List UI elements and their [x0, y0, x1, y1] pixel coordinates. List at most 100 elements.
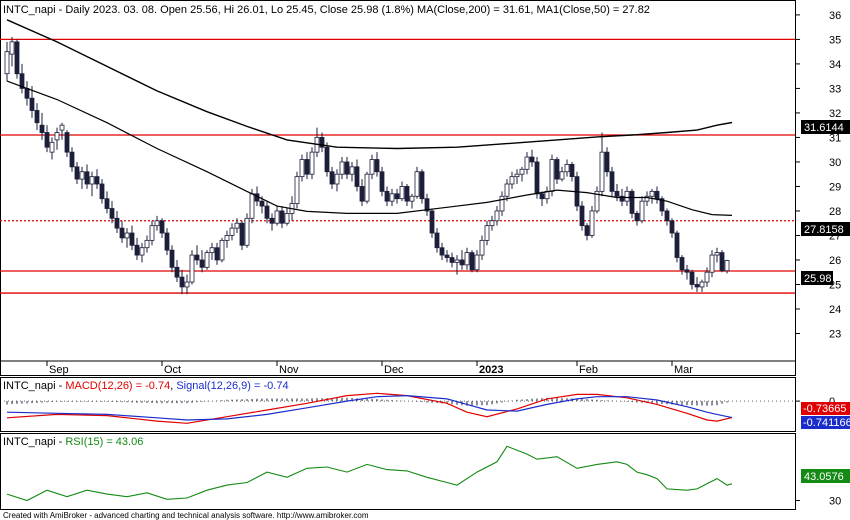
candle-body: [644, 195, 650, 202]
signal-value-label: -0.741166: [803, 417, 850, 429]
candle-body: [459, 259, 465, 266]
candle-body: [19, 73, 25, 89]
candle-body: [79, 171, 85, 180]
candle-body: [419, 171, 425, 200]
candle-body: [69, 151, 75, 168]
candle-body: [379, 171, 385, 192]
candle-body: [499, 195, 505, 212]
candle-body: [14, 41, 20, 75]
candle-body: [599, 151, 605, 192]
candle-body: [339, 161, 345, 175]
candle-body: [449, 257, 455, 263]
candle-body: [439, 247, 445, 256]
candle-body: [49, 141, 55, 153]
candle-body: [34, 110, 40, 124]
candle-body: [109, 208, 115, 219]
y-tick-label: 29: [829, 181, 841, 193]
candle-body: [324, 146, 330, 173]
candle-body: [239, 222, 245, 246]
candle-body: [559, 171, 565, 180]
candle-body: [54, 132, 60, 141]
candle-body: [384, 190, 390, 202]
candle-body: [349, 166, 355, 175]
candle-body: [619, 195, 625, 202]
candle-body: [89, 176, 95, 185]
candle-body: [229, 227, 235, 236]
candle-body: [9, 41, 15, 55]
candle-body: [679, 257, 685, 271]
rsi-header-prefix: INTC_napi -: [3, 436, 65, 448]
candle-body: [494, 210, 500, 222]
y-tick-label: 31: [829, 132, 841, 144]
candle-body: [164, 232, 170, 251]
candle-body: [29, 97, 35, 111]
x-tick-label: Nov: [279, 364, 299, 376]
footer-credit: Created with AmiBroker - advanced charti…: [3, 511, 369, 520]
candle-body: [504, 183, 510, 197]
candle-body: [174, 266, 180, 278]
signal-line: [6, 394, 733, 421]
candle-body: [509, 176, 515, 185]
macd-header-prefix: INTC_napi -: [3, 380, 65, 392]
candle-body: [529, 156, 535, 163]
ma200-badge: 31.6144: [801, 120, 850, 134]
candle-body: [134, 244, 140, 256]
candle-body: [64, 132, 70, 153]
candle-body: [714, 252, 720, 256]
candle-body: [309, 151, 315, 175]
candle-body: [234, 222, 240, 229]
x-tick-label: Feb: [579, 364, 598, 376]
candle-body: [429, 210, 435, 234]
candle-body: [214, 247, 220, 261]
macd-header-label: MACD(12,26) = -0.74: [65, 380, 170, 392]
y-tick-label: 26: [829, 255, 841, 267]
candle-body: [119, 227, 125, 239]
candle-body: [319, 137, 325, 148]
candle-body: [594, 190, 600, 212]
candle-body: [279, 210, 285, 224]
candle-body: [724, 260, 730, 272]
candle-body: [44, 132, 50, 148]
candle-body: [604, 151, 610, 173]
rsi-value-badge: 43.0576: [801, 469, 850, 483]
last-close-badge-label: 25.98: [804, 273, 832, 285]
candle-body: [554, 159, 560, 180]
rsi-panel-frame: [0, 433, 796, 510]
candle-body: [539, 193, 545, 200]
candle-body: [264, 205, 270, 219]
candle-body: [124, 232, 130, 239]
candle-body: [144, 239, 150, 249]
candle-body: [674, 232, 680, 258]
candle-body: [344, 161, 350, 175]
candle-body: [99, 183, 105, 200]
candle-body: [489, 220, 495, 227]
candle-body: [704, 271, 710, 283]
candle-body: [169, 249, 175, 268]
candle-body: [139, 247, 145, 256]
last-close-badge: 25.98: [801, 271, 833, 285]
candle-body: [194, 254, 200, 261]
candle-body: [484, 225, 490, 241]
candle-body: [284, 213, 290, 224]
signal-value-badge: -0.741166: [801, 416, 850, 429]
candle-body: [269, 217, 275, 224]
candle-body: [84, 171, 90, 185]
macd-layer: [0, 392, 795, 424]
candle-body: [369, 159, 375, 175]
candle-body: [74, 166, 80, 180]
candle-body: [4, 51, 10, 75]
candle-body: [694, 284, 700, 288]
candle-body: [624, 190, 630, 202]
signal-header-label: Signal(12,26,9) = -0.74: [176, 380, 288, 392]
candle-body: [654, 190, 660, 200]
ma200-badge-label: 31.6144: [804, 122, 844, 134]
candle-body: [454, 259, 460, 263]
candle-body: [474, 254, 480, 271]
candle-body: [614, 190, 620, 197]
candle-body: [524, 156, 530, 170]
candle-body: [199, 259, 205, 268]
axis-layer: 2324252627282930313233343536030: [795, 10, 841, 508]
candle-body: [159, 220, 165, 234]
candle-body: [699, 281, 705, 288]
